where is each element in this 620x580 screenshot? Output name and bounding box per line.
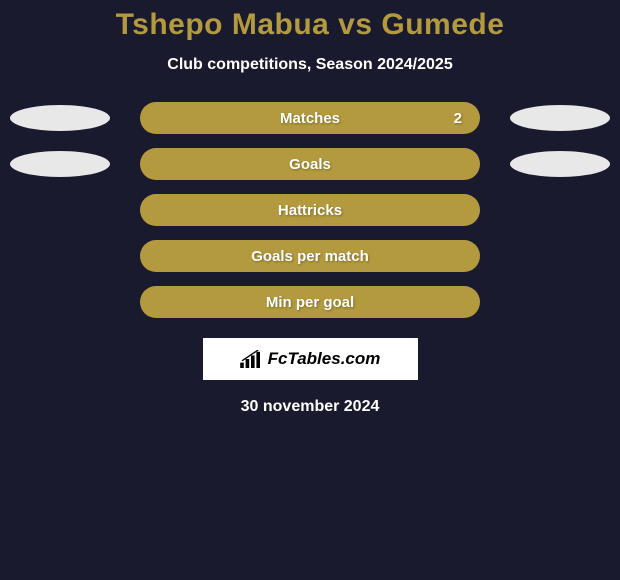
- stat-label: Goals: [289, 156, 331, 173]
- stat-label: Min per goal: [266, 294, 354, 311]
- stats-section: Matches 2 Goals Hattricks Goals per matc…: [0, 102, 620, 318]
- page-title: Tshepo Mabua vs Gumede: [116, 8, 505, 42]
- ellipse-left: [10, 105, 110, 131]
- ellipse-right: [510, 105, 610, 131]
- stat-row: Min per goal: [0, 286, 620, 318]
- ellipse-right: [510, 151, 610, 177]
- stat-bar-goals: Goals: [140, 148, 480, 180]
- stat-bar-goals-per-match: Goals per match: [140, 240, 480, 272]
- stat-row: Goals: [0, 148, 620, 180]
- main-container: Tshepo Mabua vs Gumede Club competitions…: [0, 0, 620, 416]
- stat-row: Goals per match: [0, 240, 620, 272]
- logo-box: FcTables.com: [203, 338, 418, 380]
- stat-label: Goals per match: [251, 248, 369, 265]
- stat-label: Matches: [280, 110, 340, 127]
- stat-row: Matches 2: [0, 102, 620, 134]
- stat-bar-min-per-goal: Min per goal: [140, 286, 480, 318]
- logo-text: FcTables.com: [268, 349, 381, 369]
- ellipse-left: [10, 151, 110, 177]
- page-subtitle: Club competitions, Season 2024/2025: [167, 56, 452, 74]
- date-text: 30 november 2024: [241, 398, 380, 416]
- logo-chart-icon: [240, 350, 262, 368]
- stat-label: Hattricks: [278, 202, 342, 219]
- stat-bar-matches: Matches 2: [140, 102, 480, 134]
- stat-row: Hattricks: [0, 194, 620, 226]
- stat-value: 2: [454, 110, 462, 127]
- stat-bar-hattricks: Hattricks: [140, 194, 480, 226]
